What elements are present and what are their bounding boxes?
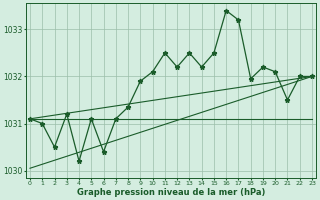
- X-axis label: Graphe pression niveau de la mer (hPa): Graphe pression niveau de la mer (hPa): [77, 188, 265, 197]
